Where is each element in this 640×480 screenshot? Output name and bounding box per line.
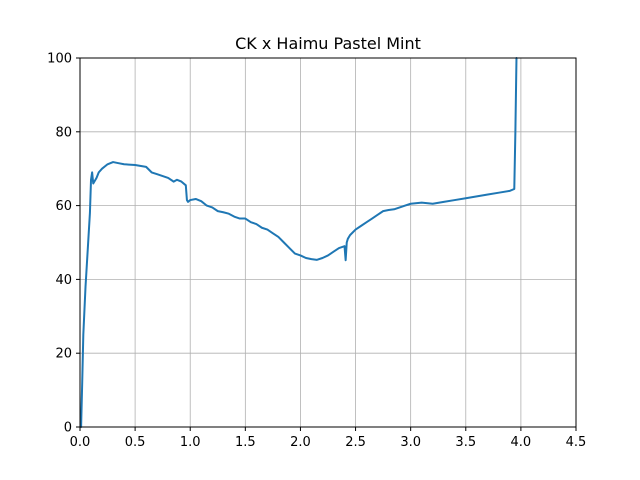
x-tick-label: 2.0 <box>290 435 311 450</box>
x-tick-label: 3.5 <box>455 435 476 450</box>
y-tick-label: 100 <box>47 52 72 67</box>
x-tick-label: 1.5 <box>235 435 256 450</box>
axes-frame <box>79 57 577 428</box>
y-tick-label: 20 <box>55 347 72 362</box>
x-tick-label: 2.5 <box>345 435 366 450</box>
x-tick-label: 1.0 <box>180 435 201 450</box>
y-tick-label: 60 <box>55 199 72 214</box>
y-tick-label: 80 <box>55 125 72 140</box>
chart-title: CK x Haimu Pastel Mint <box>235 34 421 53</box>
x-axis-ticks: 0.0 0.5 1.0 1.5 2.0 2.5 3.0 3.5 4.0 4.5 <box>70 427 587 450</box>
x-tick-label: 4.0 <box>511 435 532 450</box>
x-tick-label: 3.0 <box>400 435 421 450</box>
y-axis-ticks: 0 20 40 60 80 100 <box>47 52 80 436</box>
series-line <box>80 57 518 428</box>
x-tick-label: 0.5 <box>125 435 146 450</box>
y-tick-label: 40 <box>55 273 72 288</box>
x-tick-label: 4.5 <box>566 435 587 450</box>
x-tick-label: 0.0 <box>70 435 91 450</box>
y-tick-label: 0 <box>64 421 72 436</box>
